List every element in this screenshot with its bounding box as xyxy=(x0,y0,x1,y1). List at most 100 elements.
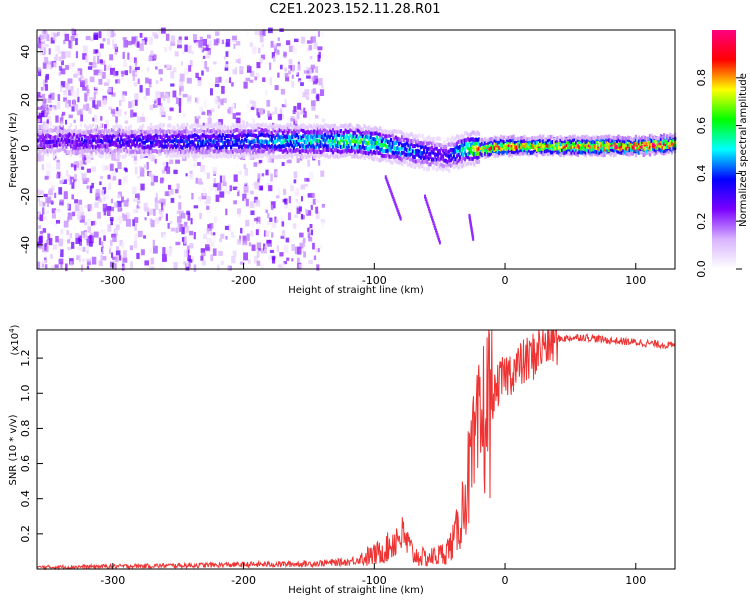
spectrogram-ridge-cell xyxy=(554,143,558,148)
spectrogram-ridge-cell xyxy=(493,146,496,151)
spectrogram-ridge-cell xyxy=(162,147,165,152)
spectrogram-ridge-cell xyxy=(43,150,46,155)
spectrogram-noise-cell xyxy=(267,220,271,225)
spectrogram-noise-cell xyxy=(131,36,136,45)
spectrogram-ridge-cell xyxy=(305,135,308,140)
spectrogram-ridge-cell xyxy=(347,129,350,134)
spectrogram-ridge-cell xyxy=(346,149,349,154)
spectrogram-ridge-cell xyxy=(426,136,429,141)
spectrogram-noise-cell xyxy=(65,172,69,180)
spectrogram-noise-cell xyxy=(214,206,220,211)
spectrogram-ridge-cell xyxy=(421,151,424,156)
spectrogram-ridge-cell xyxy=(145,130,148,135)
spectrogram-ridge-cell xyxy=(377,145,380,150)
spectrogram-ridge-cell xyxy=(159,122,162,127)
spectrogram-ridge-cell xyxy=(581,145,584,150)
spectrogram-ridge-cell xyxy=(411,149,415,154)
spectrogram-ridge-cell xyxy=(369,139,372,144)
spectrogram-ridge-cell xyxy=(231,149,234,154)
spectrogram-ridge-cell xyxy=(473,151,476,156)
spectrogram-ridge-cell xyxy=(353,126,357,131)
spectrogram-ridge-cell xyxy=(451,163,454,168)
spectrogram-ridge-cell xyxy=(99,133,103,138)
spectrogram-noise-cell xyxy=(145,77,149,84)
spectrogram-noise-cell xyxy=(121,266,126,270)
spectrogram-ridge-cell xyxy=(498,140,501,145)
spectrogram-ridge-cell xyxy=(80,137,84,142)
spectrogram-noise-cell xyxy=(60,68,66,75)
spectrogram-ridge-cell xyxy=(73,149,76,154)
spectrogram-ridge-cell xyxy=(225,148,228,153)
spectrogram-ridge-cell xyxy=(197,154,200,159)
spectrogram-noise-cell xyxy=(82,154,85,162)
spectrogram-noise-cell xyxy=(123,60,127,68)
spectrogram-ridge-cell xyxy=(586,147,589,152)
spectrogram-ridge-cell xyxy=(419,160,423,165)
spectrogram-ridge-cell xyxy=(466,132,470,137)
spectrogram-noise-cell xyxy=(181,213,186,219)
spectrogram-noise-cell xyxy=(199,212,202,219)
spectrogram-noise-cell xyxy=(318,244,323,249)
spectrogram-noise-cell xyxy=(304,177,309,182)
spectrogram-ridge-cell xyxy=(446,159,449,164)
spectrogram-noise-cell xyxy=(130,261,133,269)
spectrogram-ridge-cell xyxy=(669,142,672,147)
spectrogram-noise-cell xyxy=(184,44,188,52)
spectrogram-noise-cell xyxy=(106,209,111,216)
spectrogram-ridge-cell xyxy=(193,128,197,133)
spectrogram-ridge-cell xyxy=(154,133,157,138)
spectrogram-ridge-cell xyxy=(306,130,310,135)
spectrogram-noise-cell xyxy=(71,211,76,217)
spectrogram-noise-cell xyxy=(200,255,204,261)
spectrogram-ridge-cell xyxy=(37,145,40,150)
spectrogram-ridge-cell xyxy=(355,128,358,133)
spectrogram-ridge-cell xyxy=(352,130,355,135)
spectrogram-noise-cell xyxy=(231,231,234,238)
spectrogram-ridge-cell xyxy=(49,134,52,139)
spectrogram-ridge-cell xyxy=(415,134,418,139)
spectrogram-ridge-cell xyxy=(186,139,189,144)
spectrogram-noise-cell xyxy=(231,255,236,264)
spectrogram-ridge-cell xyxy=(397,147,401,152)
spectrogram-noise-cell xyxy=(110,198,114,204)
spectrogram-ridge-cell xyxy=(353,130,357,135)
spectrogram-noise-cell xyxy=(257,178,260,183)
spectrogram-ridge-cell xyxy=(645,137,649,142)
spectrogram-ridge-cell xyxy=(262,128,266,133)
spectrogram-ridge-cell xyxy=(633,149,636,154)
spectrogram-noise-cell xyxy=(60,120,64,125)
spectrogram-ridge-cell xyxy=(324,153,327,158)
spectrogram-ridge-cell xyxy=(400,157,404,162)
spectrogram-ridge-cell xyxy=(85,144,88,149)
spectrogram-noise-cell xyxy=(233,235,236,239)
spectrogram-noise-cell xyxy=(44,110,47,116)
spectrogram-ridge-cell xyxy=(526,146,529,151)
spectrogram-noise-cell xyxy=(79,238,82,246)
spectrogram-ridge-cell xyxy=(171,153,175,158)
spectrogram-noise-cell xyxy=(89,97,94,101)
spectrogram-ridge-cell xyxy=(501,138,504,143)
spectrogram-ridge-cell xyxy=(404,135,407,140)
spectrogram-noise-cell xyxy=(215,77,220,84)
spectrogram-ridge-cell xyxy=(426,167,429,172)
spectrogram-ridge-cell xyxy=(90,150,93,155)
spectrogram-ridge-cell xyxy=(295,132,299,137)
spectrogram-ridge-cell xyxy=(518,136,521,141)
spectrogram-ridge-cell xyxy=(88,129,92,134)
spectrogram-ridge-cell xyxy=(411,161,415,166)
spectrogram-noise-cell xyxy=(214,216,217,223)
spectrogram-ridge-cell xyxy=(482,141,485,146)
spectrogram-ridge-cell xyxy=(84,142,87,147)
spectrogram-noise-cell xyxy=(180,81,184,86)
spectrogram-ridge-cell xyxy=(399,130,402,135)
spectrogram-noise-cell xyxy=(78,61,82,70)
spectrogram-ridge-cell xyxy=(567,151,570,156)
spectrogram-ridge-cell xyxy=(303,149,307,154)
spectrogram-noise-cell xyxy=(116,200,122,208)
spectrogram-ridge-cell xyxy=(444,144,448,149)
spectrogram-ridge-cell xyxy=(226,134,230,139)
spectrogram-ridge-cell xyxy=(113,140,117,145)
spectrogram-ridge-cell xyxy=(416,148,419,153)
spectrogram-ridge-cell xyxy=(576,150,579,155)
spectrogram-ridge-cell xyxy=(127,125,131,130)
